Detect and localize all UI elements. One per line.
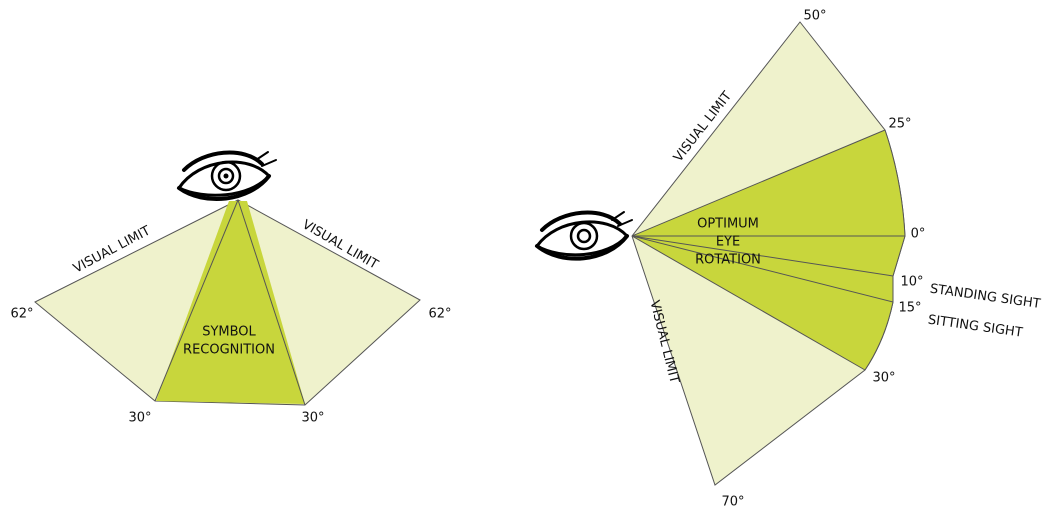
region-label: ROTATION <box>695 253 761 268</box>
ray <box>631 235 894 277</box>
angle-label: 70° <box>721 495 744 510</box>
outline <box>864 129 906 371</box>
ray <box>154 199 239 402</box>
angle-label: 30° <box>872 371 895 386</box>
region-label: SYMBOL <box>202 325 256 340</box>
angle-label: 30° <box>301 411 324 426</box>
sight-label: SITTING SIGHT <box>927 313 1024 341</box>
angle-label: 10° <box>900 275 923 290</box>
horizontal-view: VISUAL LIMIT VISUAL LIMIT 62° 62° 30° 30… <box>10 150 452 426</box>
ray <box>631 129 886 237</box>
eye-icon <box>534 210 633 261</box>
region-label: OPTIMUM <box>697 217 759 232</box>
angle-label: 25° <box>888 117 911 132</box>
angle-label: 62° <box>10 307 33 322</box>
angle-label: 50° <box>803 9 826 24</box>
region-label: EYE <box>716 235 740 250</box>
angle-label: 0° <box>911 227 926 242</box>
optimum-field <box>632 130 905 370</box>
ray <box>237 199 306 406</box>
region-label: RECOGNITION <box>183 343 275 358</box>
symbol-field <box>156 201 305 404</box>
eye-icon <box>176 150 277 201</box>
vertical-view: VISUAL LIMIT VISUAL LIMIT 50° 25° 0° 10°… <box>534 9 1042 510</box>
ray <box>631 235 894 303</box>
angle-label: 30° <box>128 411 151 426</box>
angle-label: 15° <box>898 301 921 316</box>
angle-label: 62° <box>428 307 451 322</box>
sight-label: STANDING SIGHT <box>929 282 1042 312</box>
ray <box>631 235 866 371</box>
